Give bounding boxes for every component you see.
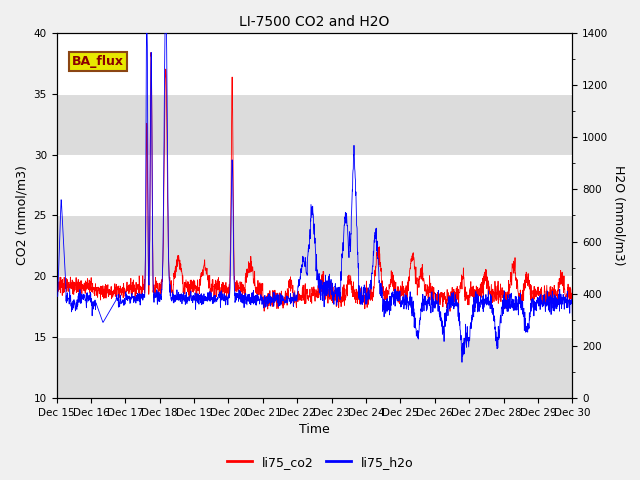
Legend: li75_co2, li75_h2o: li75_co2, li75_h2o [221, 451, 419, 474]
Y-axis label: CO2 (mmol/m3): CO2 (mmol/m3) [15, 166, 28, 265]
Y-axis label: H2O (mmol/m3): H2O (mmol/m3) [612, 165, 625, 266]
Text: BA_flux: BA_flux [72, 55, 124, 68]
Bar [56, 94, 572, 155]
Title: LI-7500 CO2 and H2O: LI-7500 CO2 and H2O [239, 15, 390, 29]
Bar [56, 337, 572, 398]
Bar [56, 216, 572, 276]
X-axis label: Time: Time [299, 423, 330, 436]
